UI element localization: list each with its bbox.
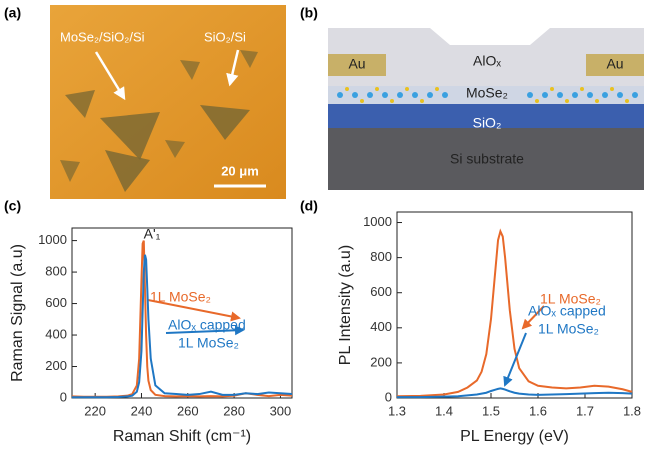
y-tick-label: 200 bbox=[370, 354, 392, 369]
x-tick-label: 1.3 bbox=[388, 403, 406, 418]
y-tick-label: 400 bbox=[370, 319, 392, 334]
layer-label: Au bbox=[348, 56, 365, 72]
y-tick-label: 400 bbox=[45, 326, 67, 341]
series-label: AlOₓ capped bbox=[528, 303, 606, 319]
series-label: 1L MoSe₂ bbox=[178, 335, 239, 351]
series-label: AlOₓ capped bbox=[168, 317, 246, 333]
y-tick-label: 600 bbox=[370, 284, 392, 299]
x-tick-label: 240 bbox=[131, 403, 153, 418]
layer-label: Si substrate bbox=[450, 151, 524, 167]
annotation-arrow bbox=[505, 333, 526, 385]
layer-label: Au bbox=[606, 56, 623, 72]
x-tick-label: 260 bbox=[177, 403, 199, 418]
x-tick-label: 280 bbox=[223, 403, 245, 418]
x-tick-label: 1.6 bbox=[529, 403, 547, 418]
panel-label: (a) bbox=[4, 5, 21, 21]
x-axis-label: PL Energy (eV) bbox=[460, 428, 569, 445]
x-tick-label: 300 bbox=[270, 403, 292, 418]
plot-frame bbox=[72, 228, 292, 398]
scale-bar-label: 20 μm bbox=[221, 163, 259, 178]
x-tick-label: 220 bbox=[84, 403, 106, 418]
panel-label: (c) bbox=[4, 198, 21, 214]
layer-label: SiO₂ bbox=[473, 115, 502, 131]
layer-label: AlOₓ bbox=[473, 53, 501, 69]
series-label: 1L MoSe₂ bbox=[150, 289, 211, 305]
y-tick-label: 1000 bbox=[38, 232, 67, 247]
series-label: 1L MoSe₂ bbox=[538, 321, 599, 337]
x-tick-label: 1.4 bbox=[435, 403, 453, 418]
figure: (a) MoSe₂/SiO₂/Si SiO₂/Si 20 μm (b) Au A… bbox=[0, 0, 647, 449]
x-tick-label: 1.7 bbox=[576, 403, 594, 418]
y-tick-label: 200 bbox=[45, 358, 67, 373]
annotation: MoSe₂/SiO₂/Si bbox=[60, 29, 145, 44]
y-tick-label: 800 bbox=[370, 249, 392, 264]
y-axis-label: Raman Signal (a.u) bbox=[9, 244, 26, 382]
page: (a) MoSe₂/SiO₂/Si SiO₂/Si 20 μm (b) Au A… bbox=[0, 0, 647, 449]
panel-label: (d) bbox=[300, 198, 318, 214]
y-tick-label: 600 bbox=[45, 295, 67, 310]
y-axis-label: PL Intensity (a.u) bbox=[337, 245, 354, 365]
y-tick-label: 1000 bbox=[363, 214, 392, 229]
y-tick-label: 0 bbox=[385, 389, 392, 404]
y-tick-label: 800 bbox=[45, 264, 67, 279]
x-axis-label: Raman Shift (cm⁻¹) bbox=[113, 428, 251, 445]
y-tick-label: 0 bbox=[60, 389, 67, 404]
x-tick-label: 1.5 bbox=[482, 403, 500, 418]
annotation: SiO₂/Si bbox=[204, 29, 246, 44]
x-tick-label: 1.8 bbox=[623, 403, 641, 418]
layer-label: MoSe₂ bbox=[466, 85, 508, 101]
panel-label: (b) bbox=[300, 5, 318, 21]
peak-label: A'₁ bbox=[144, 226, 161, 242]
